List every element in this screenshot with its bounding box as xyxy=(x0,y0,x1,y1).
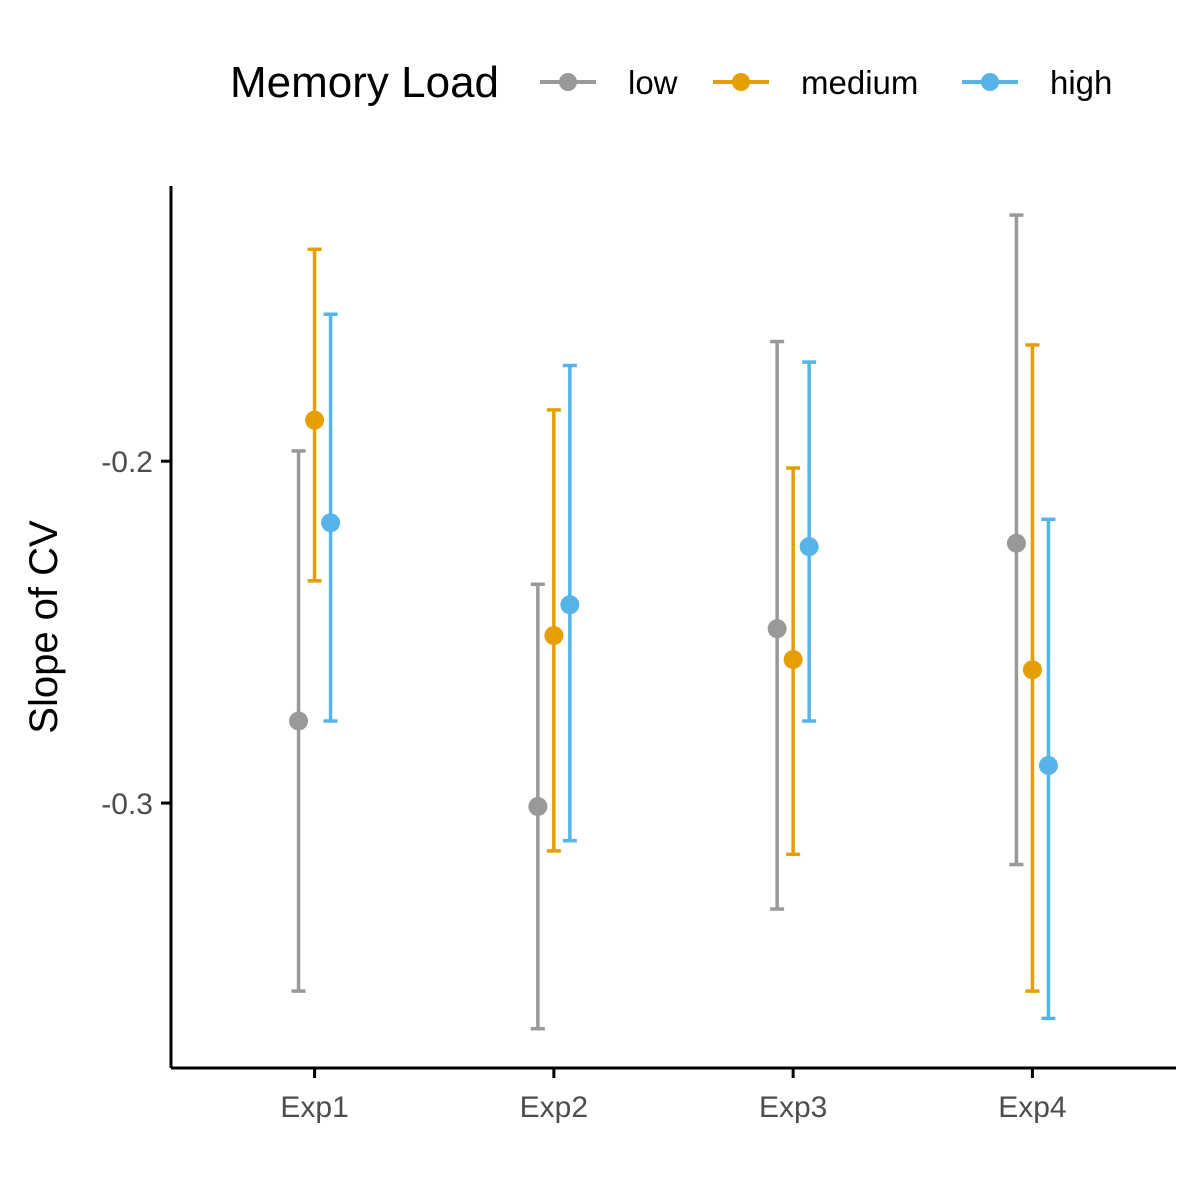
legend-key-point xyxy=(559,73,577,91)
data-point xyxy=(305,410,325,430)
legend-label: low xyxy=(628,64,678,101)
x-tick-label: Exp3 xyxy=(759,1091,827,1124)
x-tick-label: Exp1 xyxy=(280,1091,348,1124)
y-tick-label: -0.2 xyxy=(101,446,153,479)
data-point xyxy=(321,513,341,533)
axis-ticks: -0.3 -0.2 Exp1 Exp2 Exp3 Exp4 xyxy=(101,446,1066,1124)
legend-item-high: high xyxy=(962,64,1112,101)
data-point xyxy=(560,595,580,615)
legend-label: high xyxy=(1050,64,1112,101)
series-low xyxy=(289,213,1026,1031)
axes: Slope of CV xyxy=(22,186,1176,1070)
series-medium xyxy=(305,247,1042,993)
legend-key-point xyxy=(981,73,999,91)
chart-marks xyxy=(289,213,1058,1031)
y-axis-title: Slope of CV xyxy=(22,520,66,734)
data-point xyxy=(1038,755,1058,775)
data-point xyxy=(799,537,819,557)
legend: Memory Load low medium high xyxy=(230,58,1112,107)
legend-item-low: low xyxy=(540,64,678,101)
data-point xyxy=(767,619,787,639)
legend-item-medium: medium xyxy=(713,64,918,101)
x-tick-label: Exp4 xyxy=(998,1091,1066,1124)
legend-key-point xyxy=(732,73,750,91)
legend-label: medium xyxy=(801,64,918,101)
legend-title: Memory Load xyxy=(230,58,499,107)
data-point xyxy=(528,796,548,816)
data-point xyxy=(1022,660,1042,680)
data-point xyxy=(1006,533,1026,553)
x-tick-label: Exp2 xyxy=(520,1091,588,1124)
data-point xyxy=(289,711,309,731)
data-point xyxy=(544,626,564,646)
data-point xyxy=(783,649,803,669)
y-tick-label: -0.3 xyxy=(101,788,153,821)
series-high xyxy=(321,312,1058,1021)
